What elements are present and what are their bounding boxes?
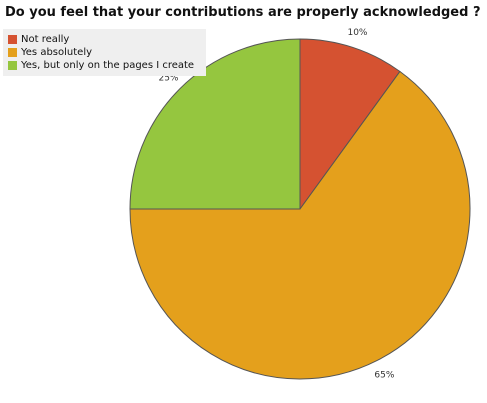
pie-slice-1 (129, 70, 471, 380)
legend-swatch (8, 60, 17, 70)
chart-legend: Not really Yes absolutely Yes, but only … (3, 29, 206, 76)
legend-label: Yes, but only on the pages I create (21, 59, 195, 71)
pie-value-label-1: 65% (374, 371, 394, 381)
legend-item-yes-only-own-pages: Yes, but only on the pages I create (8, 59, 206, 71)
chart-title: Do you feel that your contributions are … (5, 5, 481, 20)
pie-slice-0 (299, 38, 401, 211)
legend-item-yes-absolutely: Yes absolutely (8, 46, 206, 58)
legend-label: Not really (21, 33, 70, 45)
legend-swatch (8, 47, 17, 57)
legend-label: Yes absolutely (21, 46, 93, 58)
pie-slice-2 (129, 38, 301, 210)
legend-swatch (8, 34, 17, 44)
pie-slices (129, 38, 471, 380)
pie-value-label-2: 25% (158, 73, 178, 83)
pie-value-label-0: 10% (347, 28, 367, 38)
pie-labels: 10% 65% 25% (158, 28, 394, 381)
legend-item-not-really: Not really (8, 33, 206, 45)
